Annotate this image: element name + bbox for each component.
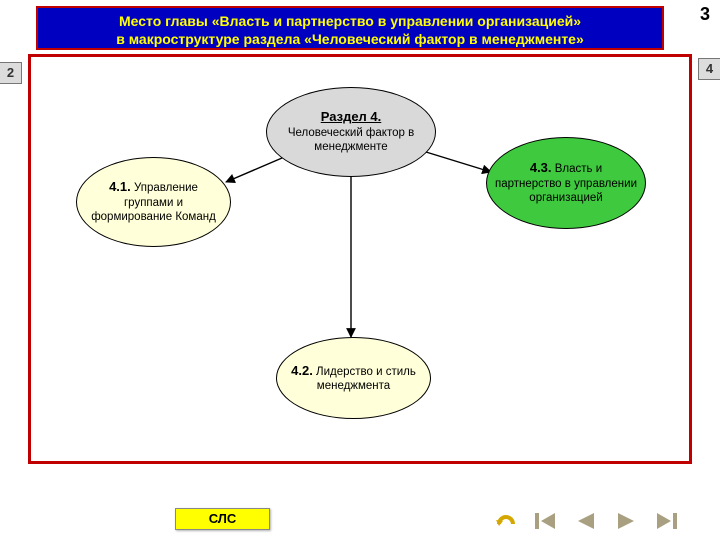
node-4-3-title: 4.3.: [530, 160, 552, 175]
title-line-2: в макроструктуре раздела «Человеческий ф…: [46, 30, 654, 48]
title-line-1: Место главы «Власть и партнерство в упра…: [46, 12, 654, 30]
node-4-2-body: Лидерство и стиль менеджмента: [316, 366, 416, 392]
last-icon[interactable]: [652, 510, 680, 532]
diagram-frame: Раздел 4. Человеческий фактор в менеджме…: [28, 54, 692, 464]
page-number: 3: [700, 4, 710, 25]
node-root-title: Раздел 4.: [321, 109, 382, 124]
node-4-1-title: 4.1.: [109, 179, 131, 194]
nav-controls: [492, 510, 680, 532]
node-4-1: 4.1. Управление группами и формирование …: [76, 157, 231, 247]
node-root-body: Человеческий фактор в менеджменте: [288, 127, 414, 153]
node-4-3-body: Власть и партнерство в управлении органи…: [495, 163, 637, 204]
prev-page-tab[interactable]: 2: [0, 62, 22, 84]
node-4-2: 4.2. Лидерство и стиль менеджмента: [276, 337, 431, 419]
node-4-2-title: 4.2.: [291, 363, 313, 378]
title-bar: Место главы «Власть и партнерство в упра…: [36, 6, 664, 50]
node-4-3: 4.3. Власть и партнерство в управлении о…: [486, 137, 646, 229]
cls-button[interactable]: СЛС: [175, 508, 270, 530]
node-root: Раздел 4. Человеческий фактор в менеджме…: [266, 87, 436, 177]
prev-icon[interactable]: [572, 510, 600, 532]
next-page-tab[interactable]: 4: [698, 58, 720, 80]
uturn-icon[interactable]: [492, 510, 520, 532]
first-icon[interactable]: [532, 510, 560, 532]
next-icon[interactable]: [612, 510, 640, 532]
